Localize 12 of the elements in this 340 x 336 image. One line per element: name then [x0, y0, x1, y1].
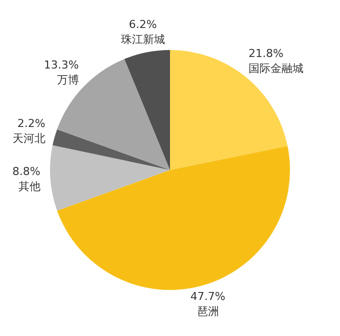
- slice-label: 国际金融城: [248, 62, 304, 75]
- data-label: 13.3%: [44, 58, 79, 72]
- data-label: 47.7%: [190, 290, 226, 304]
- slice-label: 其他: [18, 180, 40, 194]
- data-label: 2.2%: [17, 117, 46, 130]
- slice-label: 天河北: [12, 132, 46, 146]
- slice-label: 琶洲: [196, 305, 219, 318]
- data-label: 6.2%: [128, 18, 157, 32]
- data-label: 21.8%: [248, 46, 284, 60]
- slice-label: 万博: [56, 74, 79, 87]
- slice-label: 珠江新城: [120, 33, 165, 46]
- data-label: 8.8%: [12, 165, 40, 178]
